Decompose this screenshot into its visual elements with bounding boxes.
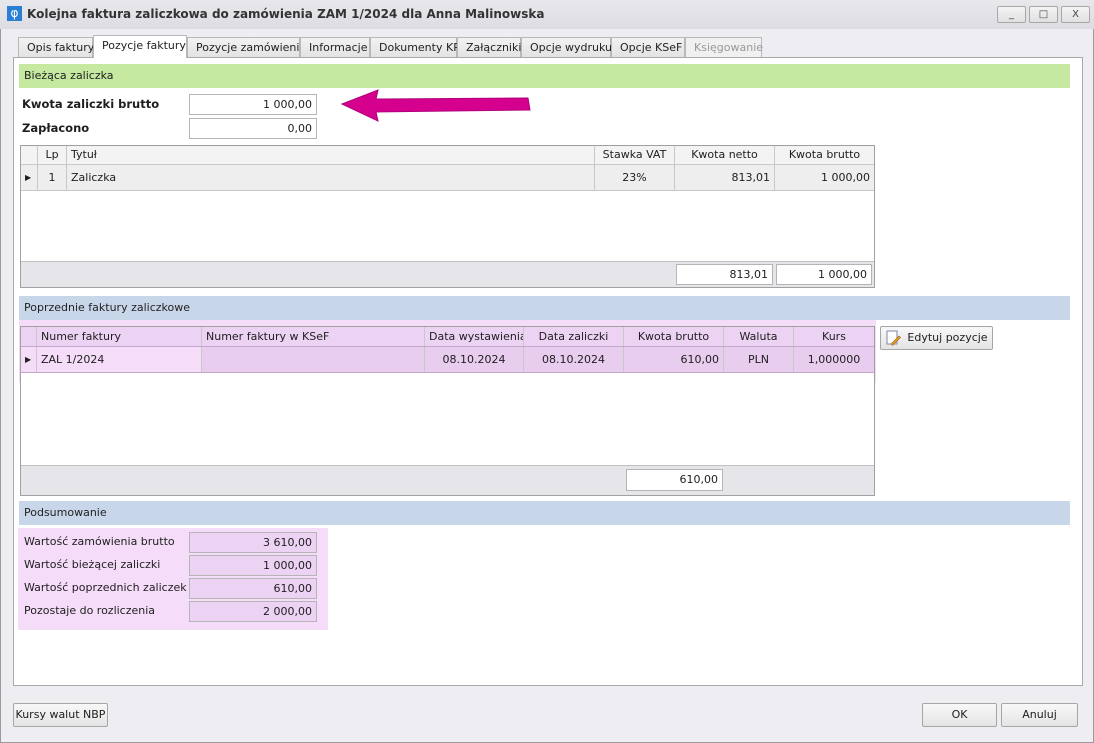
cell-kwota: 610,00	[624, 347, 724, 372]
col-data-wystawienia[interactable]: Data wystawienia	[425, 327, 524, 346]
table-row[interactable]: ▶ ZAL 1/2024 08.10.2024 08.10.2024 610,0…	[21, 347, 874, 373]
previous-invoices-grid: Numer faktury Numer faktury w KSeF Data …	[20, 326, 875, 496]
tab-zalaczniki[interactable]: Załączniki	[457, 37, 521, 58]
cell-ksef	[202, 347, 425, 372]
tab-opcje-ksef[interactable]: Opcje KSeF	[611, 37, 685, 58]
grid-footer: 813,01 1 000,00	[21, 261, 874, 287]
row-indicator-icon: ▶	[21, 165, 38, 190]
tab-pozycje-zamowienia[interactable]: Pozycje zamówienia	[187, 37, 306, 58]
grid-header: Lp Tytuł Stawka VAT Kwota netto Kwota br…	[21, 146, 874, 165]
paid-label: Zapłacono	[22, 121, 90, 135]
close-button[interactable]: X	[1061, 6, 1090, 23]
cancel-button[interactable]: Anuluj	[1001, 703, 1078, 727]
table-row[interactable]: ▶ 1 Zaliczka 23% 813,01 1 000,00	[21, 165, 874, 191]
summary-label-remaining: Pozostaje do rozliczenia	[24, 604, 156, 617]
col-kwota-netto[interactable]: Kwota netto	[675, 146, 775, 164]
summary-value-previous: 610,00	[189, 578, 317, 599]
col-stawka-vat[interactable]: Stawka VAT	[595, 146, 675, 164]
col-tytul[interactable]: Tytuł	[67, 146, 595, 164]
col-kurs[interactable]: Kurs	[822, 330, 846, 343]
row-indicator-icon: ▶	[21, 347, 37, 372]
cell-waluta: PLN	[724, 347, 794, 372]
app-logo-icon: φ	[7, 6, 22, 21]
tab-dokumenty-kp[interactable]: Dokumenty KP	[370, 37, 460, 58]
section-header-previous: Poprzednie faktury zaliczkowe	[19, 296, 1070, 320]
col-waluta[interactable]: Waluta	[724, 327, 794, 346]
edit-positions-label: Edytuj pozycje	[907, 331, 988, 344]
edit-pencil-icon	[886, 330, 902, 346]
summary-label-order-total: Wartość zamówienia brutto	[24, 535, 175, 548]
summary-panel: Wartość zamówienia brutto 3 610,00 Warto…	[18, 528, 328, 630]
col-lp[interactable]: Lp	[38, 146, 67, 164]
total-previous: 610,00	[626, 469, 723, 491]
tab-opis-faktury[interactable]: Opis faktury	[18, 37, 94, 58]
nbp-rates-button[interactable]: Kursy walut NBP	[13, 703, 108, 727]
col-numer-ksef[interactable]: Numer faktury w KSeF	[202, 327, 425, 346]
amount-label: Kwota zaliczki brutto	[22, 97, 160, 111]
tab-ksiegowanie: Księgowanie	[685, 37, 763, 58]
amount-input[interactable]: 1 000,00	[189, 94, 317, 115]
cell-numer: ZAL 1/2024	[37, 347, 202, 372]
section-header-summary: Podsumowanie	[19, 501, 1070, 525]
arrow-annotation-icon	[340, 89, 531, 122]
cell-brutto: 1 000,00	[821, 171, 870, 184]
cell-lp: 1	[38, 165, 67, 190]
col-numer-faktury[interactable]: Numer faktury	[37, 327, 202, 346]
window-title: Kolejna faktura zaliczkowa do zamówienia…	[27, 7, 545, 21]
summary-label-previous: Wartość poprzednich zaliczek	[24, 581, 187, 594]
cell-data-zaliczki: 08.10.2024	[524, 347, 624, 372]
total-netto: 813,01	[676, 264, 773, 285]
current-items-grid: Lp Tytuł Stawka VAT Kwota netto Kwota br…	[20, 145, 875, 288]
col-kwota-brutto[interactable]: Kwota brutto	[788, 148, 861, 161]
edit-positions-button[interactable]: Edytuj pozycje	[880, 326, 993, 350]
total-brutto: 1 000,00	[776, 264, 872, 285]
col-data-zaliczki[interactable]: Data zaliczki	[524, 327, 624, 346]
paid-input[interactable]: 0,00	[189, 118, 317, 139]
summary-value-order-total: 3 610,00	[189, 532, 317, 553]
col-kwota-brutto[interactable]: Kwota brutto	[624, 327, 724, 346]
tab-opcje-wydruku[interactable]: Opcje wydruku	[521, 37, 612, 58]
section-header-current: Bieżąca zaliczka	[19, 64, 1070, 88]
summary-value-current: 1 000,00	[189, 555, 317, 576]
cell-data-wystawienia: 08.10.2024	[425, 347, 524, 372]
tab-pozycje-faktury[interactable]: Pozycje faktury	[93, 35, 187, 58]
cell-stawka: 23%	[595, 165, 675, 190]
grid-header: Numer faktury Numer faktury w KSeF Data …	[21, 327, 874, 347]
cell-netto: 813,01	[675, 165, 775, 190]
summary-value-remaining: 2 000,00	[189, 601, 317, 622]
ok-button[interactable]: OK	[922, 703, 997, 727]
grid-footer: 610,00	[21, 465, 874, 495]
summary-label-current: Wartość bieżącej zaliczki	[24, 558, 161, 571]
minimize-button[interactable]: _	[997, 6, 1026, 23]
cell-tytul: Zaliczka	[67, 165, 595, 190]
tab-informacje[interactable]: Informacje	[300, 37, 370, 58]
title-bar: φ Kolejna faktura zaliczkowa do zamówien…	[0, 0, 1094, 29]
cell-kurs: 1,000000	[807, 353, 861, 366]
maximize-button[interactable]: □	[1029, 6, 1058, 23]
